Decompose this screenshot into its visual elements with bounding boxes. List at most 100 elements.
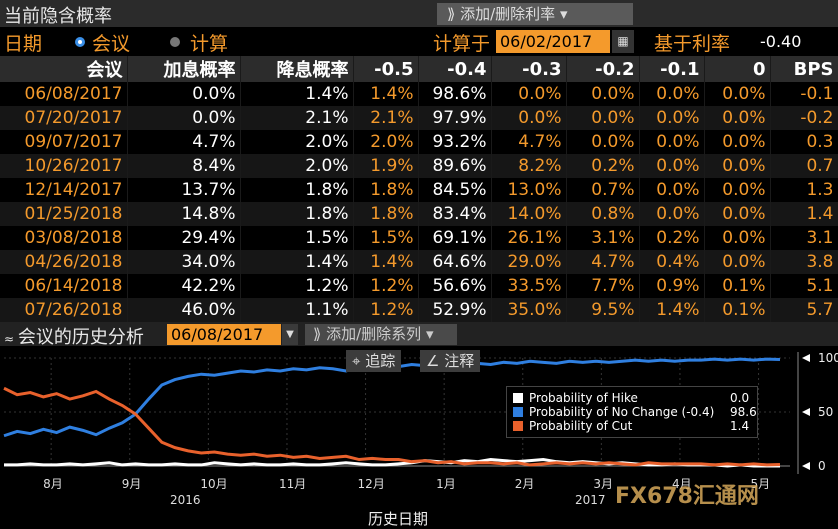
- legend-value: 98.6: [730, 405, 757, 419]
- table-row[interactable]: 07/20/2017 0.0% 2.1% 2.1% 97.9% 0.0% 0.0% 0.0% 0…: [0, 106, 838, 130]
- table-cell: 1.2%: [353, 274, 419, 298]
- base-rate-value: -0.40: [760, 32, 802, 51]
- table-row[interactable]: 12/14/2017 13.7% 1.8% 1.8% 84.5% 13.0% 0.7% 0.0…: [0, 178, 838, 202]
- radio-calc[interactable]: [170, 37, 180, 47]
- table-cell: 14.0%: [491, 202, 567, 226]
- table-cell: 4.7%: [566, 250, 640, 274]
- x-tick-label: 1月: [436, 477, 456, 491]
- x-tick-label: 8月: [43, 477, 63, 491]
- table-cell: 0.7%: [566, 178, 640, 202]
- table-row[interactable]: 10/26/2017 8.4% 2.0% 1.9% 89.6% 8.2% 0.2% 0.0% 0…: [0, 154, 838, 178]
- table-cell: 0.0%: [127, 82, 241, 106]
- add-series-icon: ⟫: [313, 325, 327, 343]
- column-header[interactable]: -0.1: [639, 56, 705, 82]
- column-header[interactable]: 降息概率: [240, 56, 354, 82]
- x-tick-label: 4月: [672, 477, 692, 491]
- meeting-date-cell: 03/08/2018: [0, 226, 128, 250]
- table-cell: 0.0%: [566, 106, 640, 130]
- table-cell: 98.6%: [418, 82, 492, 106]
- table-cell: 0.0%: [491, 82, 567, 106]
- table-cell: 1.5%: [240, 226, 354, 250]
- table-row[interactable]: 03/08/2018 29.4% 1.5% 1.5% 69.1% 26.1% 3.1% 0.2…: [0, 226, 838, 250]
- table-cell: 1.4: [770, 202, 838, 226]
- table-cell: 2.1%: [353, 106, 419, 130]
- table-cell: 56.6%: [418, 274, 492, 298]
- column-header[interactable]: -0.4: [418, 56, 492, 82]
- table-cell: 9.5%: [566, 298, 640, 322]
- table-cell: 1.4%: [639, 298, 705, 322]
- column-header[interactable]: 会议: [0, 56, 128, 82]
- table-row[interactable]: 04/26/2018 34.0% 1.4% 1.4% 64.6% 29.0% 4.7% 0.4…: [0, 250, 838, 274]
- chevron-down-icon[interactable]: ▼: [282, 324, 298, 345]
- table-header-row: 会议 加息概率 降息概率 -0.5 -0.4 -0.3 -0.2 -0.1 0 BPS: [0, 56, 838, 82]
- table-row[interactable]: 06/08/2017 0.0% 1.4% 1.4% 98.6% 0.0% 0.0% 0.0% 0…: [0, 82, 838, 106]
- legend-swatch: [513, 393, 523, 403]
- table-cell: 2.1%: [240, 106, 354, 130]
- history-meeting-date[interactable]: 06/08/2017: [167, 324, 281, 345]
- table-cell: 1.4%: [353, 82, 419, 106]
- legend-swatch: [513, 407, 523, 417]
- column-header[interactable]: -0.2: [566, 56, 640, 82]
- table-cell: 0.0%: [566, 82, 640, 106]
- table-cell: 7.7%: [566, 274, 640, 298]
- window-title: 当前隐含概率: [4, 6, 112, 27]
- annotate-button[interactable]: ∠ 注释: [420, 350, 481, 372]
- calc-label: 计算于: [433, 33, 491, 55]
- table-cell: 1.9%: [353, 154, 419, 178]
- calendar-icon[interactable]: ▦: [612, 30, 634, 53]
- column-header[interactable]: BPS: [770, 56, 838, 82]
- x-tick-label: 3月: [593, 477, 613, 491]
- table-cell: 8.2%: [491, 154, 567, 178]
- radio-meeting[interactable]: [75, 37, 85, 47]
- meeting-date-cell: 06/08/2017: [0, 82, 128, 106]
- table-cell: 0.0%: [127, 106, 241, 130]
- legend-entry[interactable]: Probability of Hike 0.0: [513, 391, 749, 405]
- y-tick-marker: [802, 354, 810, 362]
- table-cell: 97.9%: [418, 106, 492, 130]
- table-cell: 1.8%: [240, 202, 354, 226]
- table-cell: 4.7%: [127, 130, 241, 154]
- column-header[interactable]: -0.3: [491, 56, 567, 82]
- legend-swatch: [513, 421, 523, 431]
- column-header[interactable]: 0: [704, 56, 771, 82]
- table-cell: 93.2%: [418, 130, 492, 154]
- table-row[interactable]: 01/25/2018 14.8% 1.8% 1.8% 83.4% 14.0% 0.8% 0.0…: [0, 202, 838, 226]
- table-cell: 13.7%: [127, 178, 241, 202]
- legend-label: Probability of No Change (-0.4): [529, 405, 715, 419]
- table-cell: -0.1: [770, 82, 838, 106]
- table-row[interactable]: 07/26/2018 46.0% 1.1% 1.2% 52.9% 35.0% 9.5% 1.4…: [0, 298, 838, 322]
- table-row[interactable]: 09/07/2017 4.7% 2.0% 2.0% 93.2% 4.7% 0.0% 0.0% 0…: [0, 130, 838, 154]
- table-cell: 2.0%: [240, 130, 354, 154]
- legend-entry[interactable]: Probability of Cut 1.4: [513, 419, 749, 433]
- column-header[interactable]: -0.5: [353, 56, 419, 82]
- y-tick-label: 100: [818, 351, 838, 365]
- meeting-date-cell: 01/25/2018: [0, 202, 128, 226]
- y-tick-label: 50: [818, 405, 833, 419]
- table-cell: 64.6%: [418, 250, 492, 274]
- table-cell: 0.0%: [704, 202, 771, 226]
- table-row[interactable]: 06/14/2018 42.2% 1.2% 1.2% 56.6% 33.5% 7.7% 0.9…: [0, 274, 838, 298]
- table-cell: 0.3: [770, 130, 838, 154]
- add-remove-rates-dropdown[interactable]: ⟫ 添加/删除利率 ▾: [437, 3, 633, 25]
- column-header[interactable]: 加息概率: [127, 56, 241, 82]
- calc-date-input[interactable]: 06/02/2017: [496, 30, 610, 53]
- meeting-date-cell: 06/14/2018: [0, 274, 128, 298]
- x-axis-title: 历史日期: [368, 510, 428, 528]
- title-bar: 当前隐含概率 ⟫ 添加/删除利率 ▾: [0, 0, 838, 27]
- table-cell: 13.0%: [491, 178, 567, 202]
- meeting-date-cell: 10/26/2017: [0, 154, 128, 178]
- table-cell: 0.4%: [639, 250, 705, 274]
- radio-calc-label: 计算: [190, 33, 229, 55]
- series-line-0: [4, 458, 780, 468]
- table-cell: 46.0%: [127, 298, 241, 322]
- controls-bar: [0, 27, 838, 55]
- x-tick-label: 12月: [358, 477, 385, 491]
- x-tick-label: 9月: [122, 477, 142, 491]
- table-cell: 1.8%: [353, 178, 419, 202]
- table-cell: 0.0%: [639, 178, 705, 202]
- add-remove-series-dropdown[interactable]: ⟫ 添加/删除系列 ▾: [305, 324, 457, 345]
- table-cell: 0.0%: [639, 202, 705, 226]
- table-cell: 0.0%: [639, 154, 705, 178]
- legend-entry[interactable]: Probability of No Change (-0.4) 98.6: [513, 405, 757, 419]
- track-button[interactable]: ⌖ 追踪: [346, 350, 402, 372]
